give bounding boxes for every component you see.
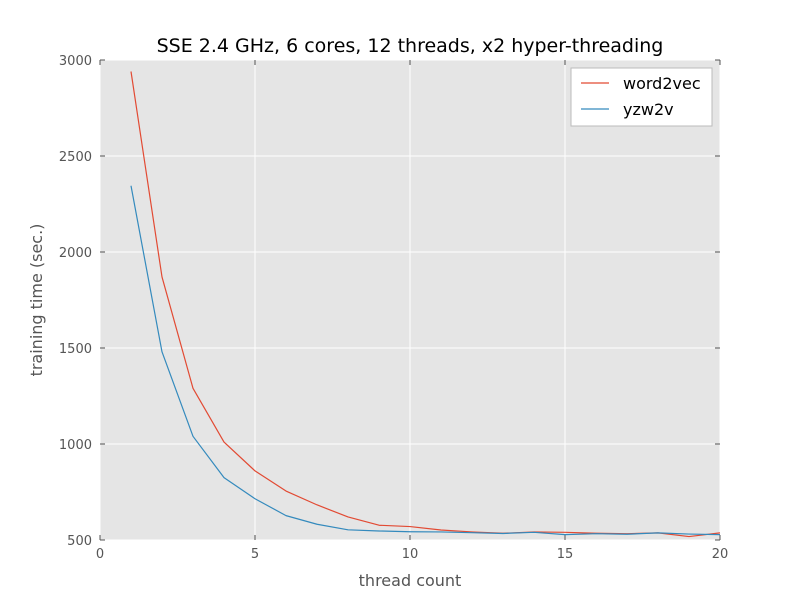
x-tick-label: 0 xyxy=(96,547,104,562)
x-tick-label: 10 xyxy=(402,547,419,562)
x-tick-label: 15 xyxy=(557,547,574,562)
y-tick-label: 2500 xyxy=(59,150,92,165)
y-tick-label: 1500 xyxy=(59,342,92,357)
x-axis-label: thread count xyxy=(359,571,462,590)
series-line-yzw2v xyxy=(130,185,721,536)
legend-box xyxy=(570,67,713,127)
x-tick-label: 20 xyxy=(712,547,729,562)
axis-ticks: 0 5 10 15 20 500 1000 1500 2000 2500 3000 xyxy=(59,54,728,562)
y-tick-label: 2000 xyxy=(59,246,92,261)
legend-label-yzw2v: yzw2v xyxy=(623,100,674,119)
y-tick-label: 1000 xyxy=(59,438,92,453)
legend: word2vec yzw2v xyxy=(570,67,713,127)
chart-title: SSE 2.4 GHz, 6 cores, 12 threads, x2 hyp… xyxy=(157,35,664,57)
series-lines xyxy=(130,71,721,538)
x-tick-label: 5 xyxy=(251,547,259,562)
legend-label-word2vec: word2vec xyxy=(623,74,701,93)
y-axis-label: training time (sec.) xyxy=(27,224,46,377)
y-tick-label: 500 xyxy=(67,534,92,549)
y-tick-label: 3000 xyxy=(59,54,92,69)
